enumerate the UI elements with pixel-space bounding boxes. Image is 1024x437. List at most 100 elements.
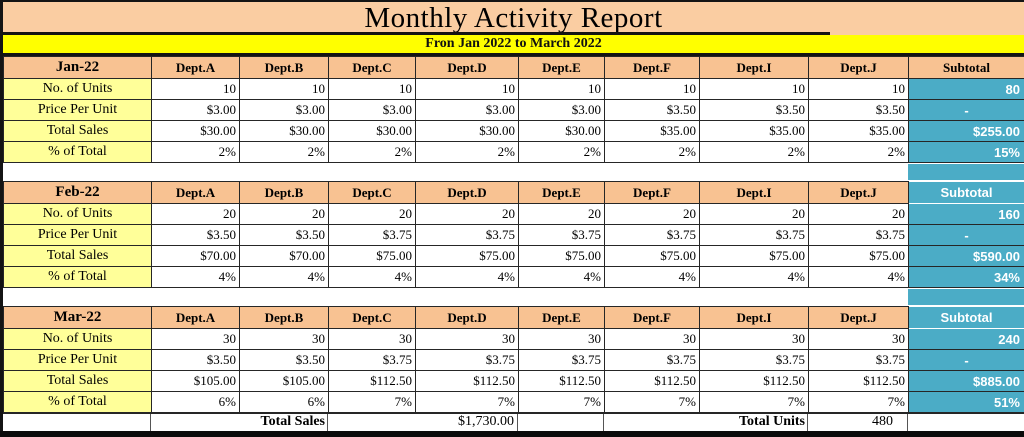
cell: $3.00 [240, 100, 329, 121]
cell: $30.00 [416, 121, 519, 142]
subtotal-cell: 51% [909, 392, 1024, 413]
subtotal-column-strip [908, 289, 1024, 305]
dept-header: Dept.J [809, 307, 909, 329]
table-row: Total Sales $30.00 $30.00 $30.00 $30.00 … [4, 121, 1024, 142]
month-table-feb: Feb-22 Dept.A Dept.B Dept.C Dept.D Dept.… [3, 181, 1024, 288]
dept-header: Dept.A [152, 307, 240, 329]
dept-header: Dept.F [605, 182, 700, 204]
total-units-label: Total Units [604, 414, 808, 431]
dept-header: Dept.E [519, 182, 605, 204]
table-row: No. of Units 10 10 10 10 10 10 10 10 80 [4, 79, 1024, 100]
dept-header: Dept.C [329, 307, 416, 329]
subtotal-cell: - [909, 100, 1024, 121]
cell: $3.00 [152, 100, 240, 121]
subtotal-header: Subtotal [909, 182, 1024, 204]
total-units-value: 480 [808, 414, 908, 431]
cell: 4% [152, 267, 240, 288]
dept-header: Dept.E [519, 57, 605, 79]
cell: 4% [605, 267, 700, 288]
cell: 30 [519, 329, 605, 350]
dept-header: Dept.B [240, 182, 329, 204]
cell: 30 [416, 329, 519, 350]
dept-header: Dept.F [605, 57, 700, 79]
header-row: Jan-22 Dept.A Dept.B Dept.C Dept.D Dept.… [4, 57, 1024, 79]
row-label: No. of Units [4, 329, 152, 350]
cell: $35.00 [605, 121, 700, 142]
cell: 7% [416, 392, 519, 413]
cell: 7% [329, 392, 416, 413]
cell: 2% [605, 142, 700, 163]
cell: $3.75 [605, 225, 700, 246]
grand-totals-row: Total Sales $1,730.00 Total Units 480 [3, 413, 1024, 431]
subtotal-cell: 80 [909, 79, 1024, 100]
cell: 30 [329, 329, 416, 350]
dept-header: Dept.B [240, 57, 329, 79]
table-row: % of Total 6% 6% 7% 7% 7% 7% 7% 7% 51% [4, 392, 1024, 413]
cell: 4% [809, 267, 909, 288]
section-gap [3, 288, 1024, 306]
subtotal-header: Subtotal [909, 307, 1024, 329]
footer-empty [908, 414, 1024, 431]
cell: 7% [519, 392, 605, 413]
subtotal-cell: $255.00 [909, 121, 1024, 142]
cell: $30.00 [329, 121, 416, 142]
table-row: No. of Units 20 20 20 20 20 20 20 20 160 [4, 204, 1024, 225]
cell: $3.50 [152, 350, 240, 371]
cell: 4% [519, 267, 605, 288]
cell: 2% [329, 142, 416, 163]
cell: $3.75 [700, 350, 809, 371]
cell: $75.00 [809, 246, 909, 267]
dept-header: Dept.D [416, 182, 519, 204]
cell: 6% [240, 392, 329, 413]
cell: $105.00 [240, 371, 329, 392]
dept-header: Dept.J [809, 182, 909, 204]
cell: $3.50 [605, 100, 700, 121]
total-sales-value: $1,730.00 [328, 414, 518, 431]
cell: 6% [152, 392, 240, 413]
table-row: % of Total 4% 4% 4% 4% 4% 4% 4% 4% 34% [4, 267, 1024, 288]
subtotal-cell: 15% [909, 142, 1024, 163]
cell: $112.50 [605, 371, 700, 392]
cell: $112.50 [329, 371, 416, 392]
cell: $112.50 [519, 371, 605, 392]
cell: $3.50 [240, 350, 329, 371]
subtotal-cell: $590.00 [909, 246, 1024, 267]
row-label: Total Sales [4, 121, 152, 142]
month-table-mar: Mar-22 Dept.A Dept.B Dept.C Dept.D Dept.… [3, 306, 1024, 413]
cell: 10 [152, 79, 240, 100]
cell: $3.75 [700, 225, 809, 246]
cell: $75.00 [700, 246, 809, 267]
cell: 4% [416, 267, 519, 288]
cell: 2% [240, 142, 329, 163]
row-label: Total Sales [4, 371, 152, 392]
dept-header: Dept.I [700, 57, 809, 79]
cell: 4% [240, 267, 329, 288]
cell: $75.00 [605, 246, 700, 267]
cell: $75.00 [329, 246, 416, 267]
cell: $30.00 [519, 121, 605, 142]
row-label: No. of Units [4, 79, 152, 100]
table-row: Total Sales $105.00 $105.00 $112.50 $112… [4, 371, 1024, 392]
cell: 20 [152, 204, 240, 225]
row-label: No. of Units [4, 204, 152, 225]
cell: $3.50 [809, 100, 909, 121]
header-row: Feb-22 Dept.A Dept.B Dept.C Dept.D Dept.… [4, 182, 1024, 204]
cell: $3.75 [605, 350, 700, 371]
subtotal-cell: 240 [909, 329, 1024, 350]
date-range-banner: Fron Jan 2022 to March 2022 [3, 35, 1024, 56]
cell: $105.00 [152, 371, 240, 392]
cell: 20 [605, 204, 700, 225]
dept-header: Dept.I [700, 182, 809, 204]
cell: 4% [329, 267, 416, 288]
cell: $70.00 [152, 246, 240, 267]
row-label: Total Sales [4, 246, 152, 267]
cell: 20 [519, 204, 605, 225]
table-row: % of Total 2% 2% 2% 2% 2% 2% 2% 2% 15% [4, 142, 1024, 163]
cell: $3.75 [519, 350, 605, 371]
total-sales-label: Total Sales [151, 414, 328, 431]
cell: $3.75 [809, 225, 909, 246]
cell: 10 [519, 79, 605, 100]
cell: $3.50 [152, 225, 240, 246]
dept-header: Dept.I [700, 307, 809, 329]
